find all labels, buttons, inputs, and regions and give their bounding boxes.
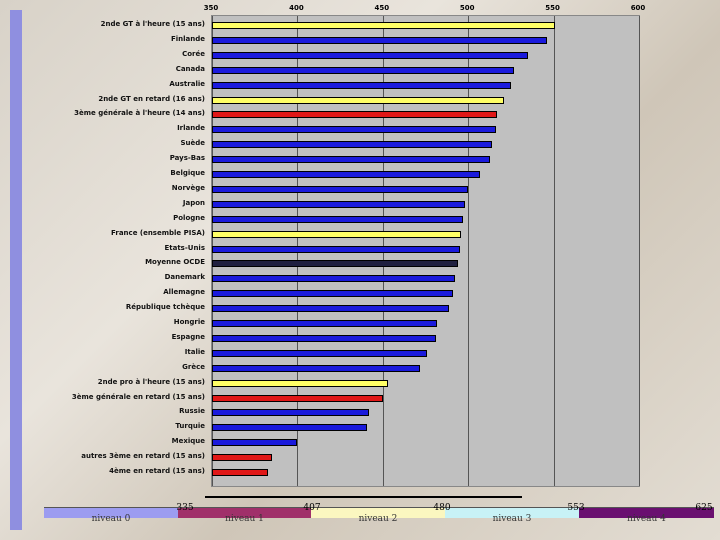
bar: [212, 245, 460, 253]
bar: [212, 379, 388, 387]
x-tick-label: 450: [374, 4, 390, 12]
category-label: Italie: [184, 347, 205, 356]
category-label: 3ème générale en retard (15 ans): [71, 392, 205, 401]
level-threshold: 480: [433, 503, 451, 513]
bar: [212, 394, 383, 402]
category-label: Hongrie: [173, 318, 205, 326]
x-tick-label: 600: [630, 4, 646, 12]
bar: [212, 275, 455, 283]
category-label: Finlande: [170, 34, 205, 43]
level-strip: [44, 507, 178, 518]
bar: [212, 96, 505, 104]
bar: [212, 469, 269, 476]
bar: [212, 66, 515, 74]
level-strip: [579, 507, 714, 518]
bar: [212, 51, 528, 59]
level-threshold: 553: [567, 503, 585, 513]
level-label: niveau 4: [627, 514, 666, 524]
grid-line: [639, 16, 640, 486]
category-label: Turquie: [175, 422, 205, 431]
x-tick-label: 500: [459, 4, 475, 12]
category-label: Japon: [182, 198, 205, 207]
bar: [212, 364, 421, 372]
scale-line: [205, 496, 522, 498]
bar: [212, 454, 272, 462]
bar: [212, 200, 465, 208]
category-label: Espagne: [171, 332, 205, 341]
category-label: 2nde GT en retard (16 ans): [98, 94, 205, 103]
category-label: autres 3ème en retard (15 ans): [81, 452, 205, 461]
bar: [212, 215, 464, 223]
level-threshold: 335: [176, 503, 194, 513]
category-label: Danemark: [164, 273, 205, 282]
bar: [212, 409, 370, 417]
level-label: niveau 2: [358, 514, 398, 524]
bar: [212, 439, 298, 447]
bar: [212, 156, 491, 164]
category-label: Suède: [180, 139, 205, 148]
category-label: 2nde GT à l'heure (15 ans): [100, 20, 205, 28]
category-label: France (ensemble PISA): [111, 228, 205, 237]
bar: [212, 260, 458, 268]
category-label: Canada: [175, 64, 205, 73]
level-label: niveau 3: [492, 514, 532, 524]
plot-area: [211, 15, 640, 487]
x-tick-label: 400: [289, 4, 304, 12]
bar: [212, 141, 493, 149]
level-label: niveau 1: [225, 514, 264, 524]
category-label: Etats-Unis: [164, 243, 205, 252]
category-label: Belgique: [170, 169, 205, 177]
left-accent-bar: [10, 10, 22, 530]
bar: [212, 36, 547, 44]
level-threshold: 625: [695, 503, 713, 513]
category-label: Russie: [179, 407, 205, 416]
level-strip: [311, 507, 445, 518]
category-label: 2nde pro à l'heure (15 ans): [97, 377, 205, 386]
x-tick-label: 350: [203, 4, 219, 12]
category-label: République tchèque: [125, 303, 205, 312]
bar: [212, 81, 511, 89]
level-strip: [178, 507, 311, 518]
bar: [212, 290, 453, 298]
category-label: 4ème en retard (15 ans): [109, 467, 205, 475]
bar: [212, 230, 462, 238]
category-label: Pays-Bas: [169, 154, 205, 163]
category-label: Australie: [169, 79, 205, 88]
bar: [212, 185, 469, 193]
category-label: Allemagne: [163, 288, 205, 297]
bar: [212, 126, 496, 134]
level-threshold: 407: [303, 503, 321, 513]
bar: [212, 349, 428, 357]
bar: [212, 111, 498, 119]
bar: [212, 334, 436, 342]
category-label: Mexique: [171, 437, 205, 446]
category-label: 3ème générale à l'heure (14 ans): [74, 109, 205, 118]
category-label: Pologne: [173, 213, 205, 222]
category-label: Grèce: [182, 362, 205, 371]
level-label: niveau 0: [91, 514, 131, 524]
category-label: Moyenne OCDE: [145, 258, 205, 267]
category-label: Irlande: [177, 124, 205, 133]
bar: [212, 305, 450, 313]
category-label: Norvège: [171, 183, 205, 192]
bar: [212, 22, 556, 29]
grid-line: [553, 16, 555, 486]
level-strip: [445, 507, 579, 518]
bar: [212, 171, 481, 178]
grid-line: [468, 16, 470, 486]
x-tick-label: 550: [545, 4, 560, 12]
bar: [212, 320, 438, 327]
category-label: Corée: [182, 49, 205, 58]
bar: [212, 424, 368, 432]
